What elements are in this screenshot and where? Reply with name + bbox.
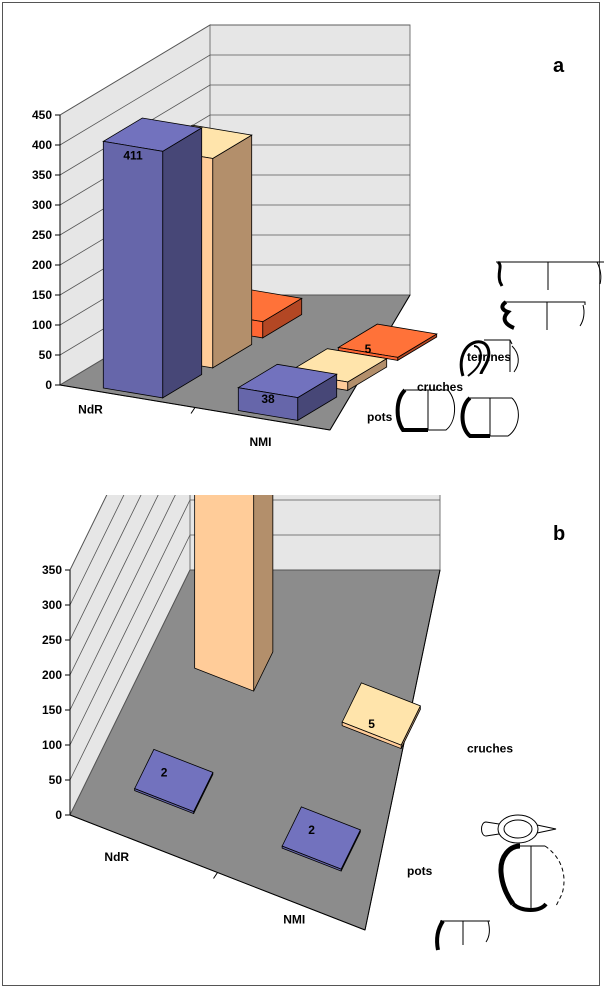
- y-tick-label: 0: [55, 808, 62, 822]
- bar-terrines-NMI[interactable]: [337, 323, 438, 362]
- y-tick-label: 100: [32, 318, 52, 332]
- depth-axis: [364, 569, 441, 931]
- chart-panel-a: 050100150200250300350400450NdRNMIpotscru…: [32, 24, 565, 449]
- gridline: [69, 499, 440, 746]
- pot-icon: [395, 388, 455, 432]
- data-label: 2: [308, 823, 315, 837]
- bar-front: [281, 845, 342, 872]
- x-category-label: NMI: [250, 435, 272, 449]
- panel-label: b: [553, 523, 565, 545]
- bar-front: [134, 788, 195, 815]
- x-category-label: NdR: [78, 402, 103, 416]
- data-label: 2: [161, 766, 168, 780]
- bar-front: [102, 140, 164, 399]
- bar-cruches-NdR[interactable]: [194, 495, 274, 692]
- data-label: 5: [368, 717, 375, 731]
- chart-panel-b: 050100150200250300350NdRNMIpotscruches32…: [42, 495, 565, 931]
- bar-cruches-NMI[interactable]: [341, 682, 421, 750]
- bar-pots-NMI[interactable]: [281, 806, 361, 872]
- data-label: 38: [261, 392, 275, 406]
- x-category-label: NMI: [283, 912, 305, 926]
- gridline: [69, 534, 440, 781]
- gridline: [69, 495, 125, 606]
- y-tick-label: 100: [42, 738, 62, 752]
- y-tick-label: 300: [32, 198, 52, 212]
- gridline: [59, 54, 410, 146]
- gridline: [59, 24, 410, 116]
- pot-profile-icon: [435, 919, 490, 951]
- y-tick-label: 400: [32, 138, 52, 152]
- data-label: 5: [365, 342, 372, 356]
- gridline: [69, 495, 142, 641]
- cruche-profile-icon: [498, 843, 565, 912]
- series-label: cruches: [467, 741, 513, 755]
- y-tick-label: 350: [42, 563, 62, 577]
- data-label: 411: [123, 148, 143, 162]
- pot-2-icon: [460, 396, 519, 438]
- bar-front: [194, 495, 255, 692]
- terrine-profile-2-icon: [500, 300, 586, 330]
- bar-front: [341, 721, 402, 750]
- y-tick-label: 50: [39, 348, 53, 362]
- x-category-label: NdR: [104, 850, 129, 864]
- y-tick-label: 200: [42, 668, 62, 682]
- y-tick-label: 350: [32, 168, 52, 182]
- y-tick-label: 250: [32, 228, 52, 242]
- y-tick-label: 0: [45, 378, 52, 392]
- gridline: [69, 495, 159, 676]
- x-tick-mark: [190, 407, 196, 414]
- gridline: [69, 495, 176, 711]
- bar-pots-NdR[interactable]: [134, 748, 214, 815]
- y-tick-label: 50: [49, 773, 63, 787]
- y-tick-label: 450: [32, 108, 52, 122]
- cruche-top-view-icon: [481, 814, 557, 844]
- bar-pots-NMI[interactable]: [237, 363, 338, 422]
- bar-front: [237, 387, 299, 421]
- y-tick-label: 250: [42, 633, 62, 647]
- series-label: pots: [367, 410, 393, 424]
- y-tick-label: 150: [42, 703, 62, 717]
- y-tick-label: 200: [32, 258, 52, 272]
- panel-label: a: [553, 55, 565, 77]
- series-label: pots: [407, 864, 433, 878]
- y-tick-label: 300: [42, 598, 62, 612]
- bar-pots-NdR[interactable]: [102, 117, 203, 399]
- y-tick-label: 150: [32, 288, 52, 302]
- cruche-icon: [459, 339, 519, 377]
- x-tick-mark: [213, 872, 218, 879]
- terrine-profile-icon: [496, 260, 604, 290]
